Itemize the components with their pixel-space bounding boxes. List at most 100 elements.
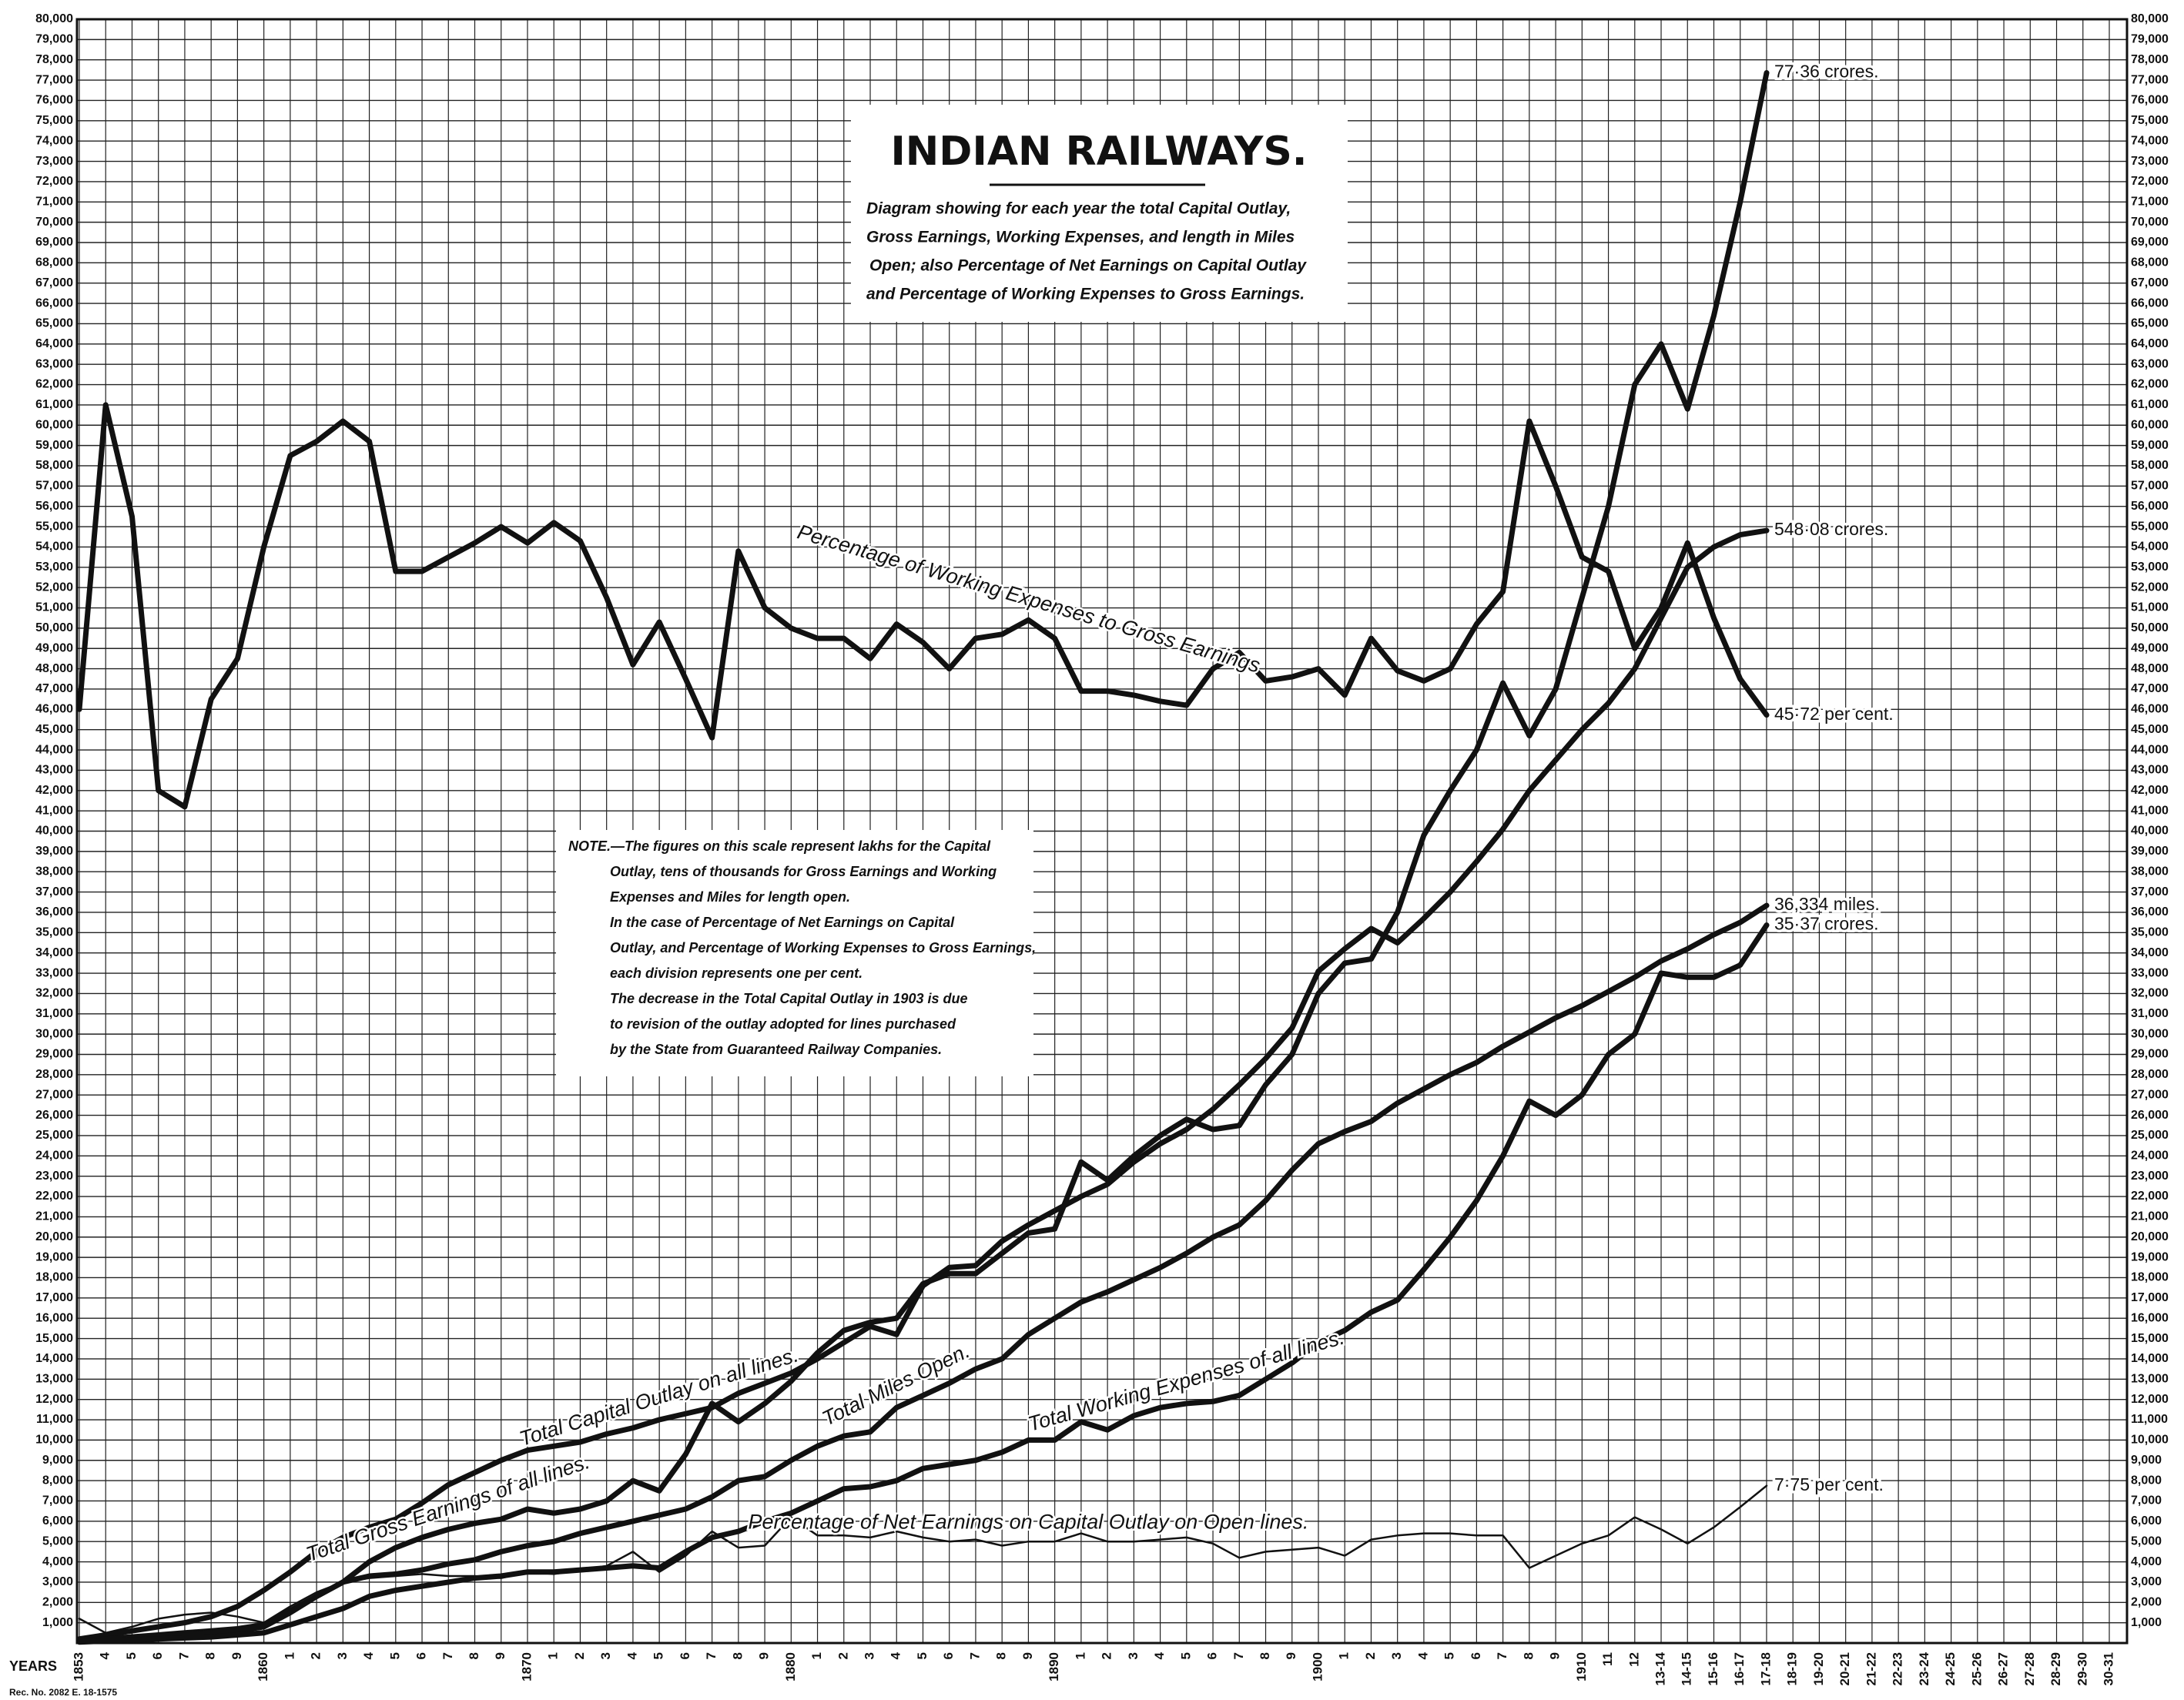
- y-tick-label: 67,000: [35, 276, 73, 289]
- y2-tick-label: 68,000: [2131, 256, 2169, 269]
- y2-tick-label: 12,000: [2131, 1393, 2169, 1406]
- y-tick-label: 34,000: [35, 946, 73, 959]
- x-tick-label: 17-18: [1758, 1652, 1773, 1685]
- note-line: by the State from Guaranteed Railway Com…: [610, 1042, 942, 1057]
- y2-tick-label: 71,000: [2131, 195, 2169, 208]
- y2-tick-label: 74,000: [2131, 134, 2169, 147]
- chart-title: INDIAN RAILWAYS.: [890, 129, 1307, 175]
- y2-tick-label: 55,000: [2131, 520, 2169, 533]
- x-tick-label: 1870: [519, 1652, 534, 1682]
- y2-tick-label: 20,000: [2131, 1230, 2169, 1243]
- plot-frame: [75, 18, 2129, 1645]
- x-tick-label: 3: [862, 1652, 876, 1659]
- y-tick-label: 51,000: [35, 601, 73, 614]
- y-tick-label: 14,000: [35, 1352, 73, 1365]
- y2-tick-label: 15,000: [2131, 1332, 2169, 1345]
- x-tick-label: 7: [1495, 1652, 1509, 1659]
- x-tick-label: 24-25: [1943, 1652, 1958, 1685]
- y2-tick-label: 80,000: [2131, 12, 2169, 25]
- y-tick-label: 80,000: [35, 12, 73, 25]
- note-line: Expenses and Miles for length open.: [610, 889, 850, 905]
- y-tick-label: 1,000: [42, 1616, 73, 1629]
- y-tick-label: 52,000: [35, 581, 73, 594]
- y-tick-label: 43,000: [35, 764, 73, 777]
- note-box: [556, 830, 1033, 1076]
- y-tick-label: 37,000: [35, 885, 73, 899]
- y-tick-label: 60,000: [35, 418, 73, 431]
- y-tick-label: 77,000: [35, 73, 73, 86]
- y-tick-label: 61,000: [35, 398, 73, 411]
- title-box: [851, 105, 1348, 322]
- y-tick-label: 27,000: [35, 1088, 73, 1101]
- x-tick-label: 19-20: [1811, 1652, 1826, 1685]
- y-tick-label: 17,000: [35, 1291, 73, 1304]
- note-line: NOTE.—The figures on this scale represen…: [568, 838, 991, 854]
- y-tick-label: 38,000: [35, 865, 73, 878]
- note-line: to revision of the outlay adopted for li…: [610, 1016, 956, 1032]
- y-tick-label: 19,000: [35, 1250, 73, 1263]
- y-tick-label: 69,000: [35, 236, 73, 249]
- y-tick-label: 58,000: [35, 459, 73, 472]
- end-label: 35·37 crores.: [1774, 914, 1879, 934]
- y-tick-label: 28,000: [35, 1068, 73, 1081]
- y-tick-label: 64,000: [35, 337, 73, 350]
- y-tick-label: 3,000: [42, 1575, 73, 1588]
- y2-tick-label: 29,000: [2131, 1048, 2169, 1061]
- y2-tick-label: 2,000: [2131, 1595, 2162, 1608]
- x-tick-label: 16-17: [1732, 1652, 1747, 1685]
- y2-tick-label: 3,000: [2131, 1575, 2162, 1588]
- boxes: INDIAN RAILWAYS. Diagram showing for eac…: [556, 105, 1348, 1076]
- x-tick-label: 9: [757, 1652, 772, 1659]
- y-tick-label: 23,000: [35, 1170, 73, 1183]
- x-tick-label: 5: [124, 1652, 139, 1659]
- y2-tick-label: 22,000: [2131, 1190, 2169, 1203]
- y-tick-label: 46,000: [35, 703, 73, 716]
- y-tick-label: 26,000: [35, 1109, 73, 1122]
- y2-tick-label: 59,000: [2131, 439, 2169, 452]
- y2-tick-label: 11,000: [2131, 1413, 2168, 1426]
- note-line: Outlay, and Percentage of Working Expens…: [610, 940, 1036, 955]
- x-tick-label: 2: [1100, 1652, 1114, 1659]
- y2-tick-label: 69,000: [2131, 236, 2169, 249]
- x-tick-label: 7: [176, 1652, 191, 1659]
- x-tick-label: 4: [889, 1651, 903, 1659]
- x-axis-label: YEARS: [9, 1658, 57, 1674]
- y2-tick-label: 78,000: [2131, 53, 2169, 66]
- y2-tick-label: 77,000: [2131, 73, 2169, 86]
- x-tick-label: 9: [229, 1652, 244, 1659]
- x-tick-label: 9: [1020, 1652, 1035, 1659]
- y2-tick-label: 76,000: [2131, 94, 2169, 107]
- y2-tick-label: 1,000: [2131, 1616, 2162, 1629]
- y2-tick-label: 65,000: [2131, 317, 2169, 330]
- x-tick-label: 5: [387, 1652, 402, 1659]
- y2-tick-label: 14,000: [2131, 1352, 2169, 1365]
- x-tick-label: 6: [678, 1652, 692, 1659]
- x-tick-label: 1890: [1047, 1652, 1061, 1682]
- x-tick-label: 7: [967, 1652, 982, 1659]
- x-tick-label: 9: [1548, 1652, 1563, 1659]
- x-tick-label: 18-19: [1785, 1652, 1800, 1685]
- x-tick-label: 3: [1389, 1652, 1404, 1659]
- series-line: [76, 902, 1770, 1644]
- series-line: [78, 1484, 1768, 1635]
- x-tick-label: 1910: [1574, 1652, 1589, 1682]
- x-tick-label: 1: [546, 1652, 561, 1659]
- y2-tick-label: 31,000: [2131, 1007, 2169, 1020]
- y-tick-label: 50,000: [35, 621, 73, 634]
- y-tick-label: 10,000: [35, 1434, 73, 1447]
- y-tick-label: 29,000: [35, 1048, 73, 1061]
- y-tick-label: 11,000: [36, 1413, 73, 1426]
- y-tick-label: 12,000: [35, 1393, 73, 1406]
- x-tick-label: 1900: [1310, 1652, 1325, 1682]
- x-tick-label: 5: [915, 1652, 930, 1659]
- y-tick-label: 9,000: [42, 1454, 73, 1467]
- y-tick-label: 4,000: [42, 1555, 73, 1568]
- x-tick-label: 1: [1337, 1652, 1352, 1659]
- x-tick-label: 11: [1600, 1652, 1615, 1666]
- x-tick-label: 9: [493, 1652, 507, 1659]
- note-line: each division represents one per cent.: [610, 965, 863, 981]
- y-tick-label: 31,000: [35, 1007, 73, 1020]
- y-tick-label: 40,000: [35, 825, 73, 838]
- x-tick-label: 5: [1442, 1652, 1457, 1659]
